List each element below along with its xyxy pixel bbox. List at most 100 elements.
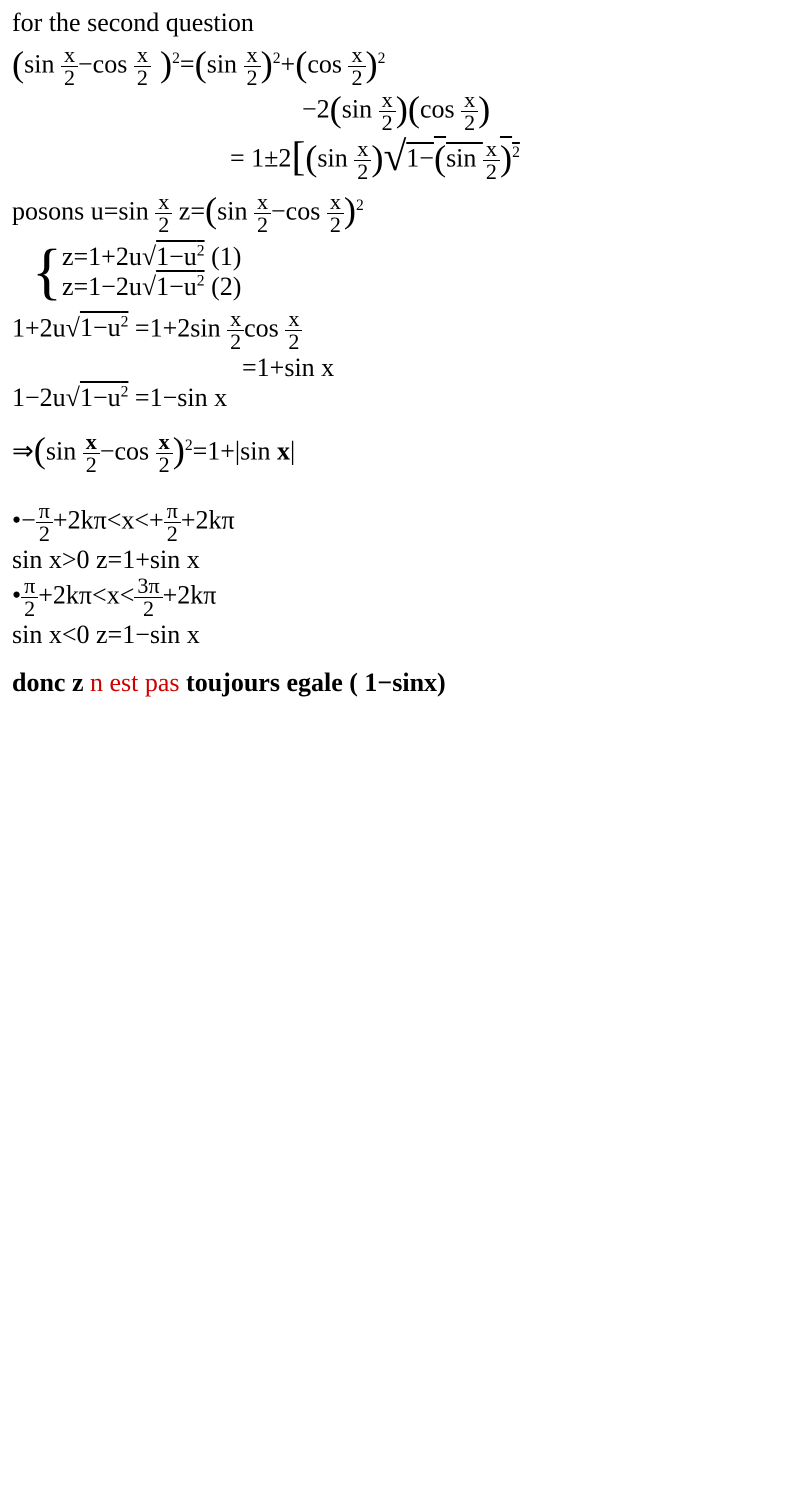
paren: ) xyxy=(396,89,408,129)
num: x xyxy=(254,191,271,214)
t: +2kπ<x< xyxy=(38,581,134,610)
paren: ) xyxy=(478,89,490,129)
den: 2 xyxy=(36,523,53,545)
den: 2 xyxy=(348,67,365,89)
frac-x2: x2 xyxy=(254,191,271,236)
paren: ( xyxy=(34,430,46,470)
num: x xyxy=(379,89,396,112)
sqrt-body: 1−(sin x2)2 xyxy=(406,134,520,183)
rhs: =1−sin x xyxy=(128,383,227,412)
den: 2 xyxy=(461,112,478,134)
sin: sin xyxy=(217,196,254,225)
frac-pi2: π2 xyxy=(164,500,181,545)
line-1psinx: =1+sin x xyxy=(12,353,788,383)
paren: ( xyxy=(434,138,446,178)
brace-content: z=1+2u√1−u2 (1) z=1−2u√1−u2 (2) xyxy=(62,242,241,302)
paren: ) xyxy=(500,138,512,178)
num: x xyxy=(155,191,172,214)
gap xyxy=(12,650,788,668)
bullet-2: •π2+2kπ<x<3π2+2kπ xyxy=(12,575,788,620)
sin: sin xyxy=(342,95,379,124)
num: x xyxy=(244,44,261,67)
conclusion: donc z n est pas toujours egale ( 1−sinx… xyxy=(12,668,788,698)
den: 2 xyxy=(134,598,162,620)
sqrt-sign: √ xyxy=(66,383,80,412)
b: •− xyxy=(12,505,36,534)
eq-3: = 1±2[(sin x2)√1−(sin x2)2 xyxy=(12,134,788,185)
toujours: toujours egale xyxy=(186,668,343,697)
eq-abs: =1+|sin xyxy=(193,436,277,465)
sin: sin xyxy=(207,49,244,78)
den: 2 xyxy=(83,454,100,476)
frac-pi2: π2 xyxy=(21,575,38,620)
num: x xyxy=(227,308,244,331)
den: 2 xyxy=(327,214,344,236)
abs-c: | xyxy=(290,436,295,465)
sqrt-sign: √ xyxy=(142,242,156,271)
eq-1: (sin x2−cos x2 )2=(sin x2)2+(cos x2)2 xyxy=(12,44,788,89)
paren: ) xyxy=(371,138,383,178)
frac-x2: x2 xyxy=(379,89,396,134)
den: 2 xyxy=(156,454,173,476)
frac-x2: x2 xyxy=(483,138,500,183)
p1: (1) xyxy=(205,242,242,271)
paren: ( xyxy=(295,44,307,84)
paren: ) xyxy=(366,44,378,84)
frac-pi2: π2 xyxy=(36,500,53,545)
frac-x2: x2 xyxy=(285,308,302,353)
paren: ) xyxy=(151,44,172,84)
txt: 1−u xyxy=(156,242,197,271)
t: 1+2u xyxy=(12,313,66,342)
frac-x2: x2 xyxy=(354,138,371,183)
num: x xyxy=(354,138,371,161)
donc: donc z xyxy=(12,668,84,697)
brace-line-1: z=1+2u√1−u2 (1) xyxy=(62,242,241,272)
den: 2 xyxy=(285,331,302,353)
num: x xyxy=(461,89,478,112)
bx: x xyxy=(277,436,290,465)
den: 2 xyxy=(134,67,151,89)
frac-x2: x2 xyxy=(461,89,478,134)
sqrt-body: 1−u2 xyxy=(156,272,204,302)
sup2: 2 xyxy=(273,50,281,67)
sinx-gt0: sin x>0 z=1+sin x xyxy=(12,545,788,575)
den: 2 xyxy=(354,161,371,183)
paren: ( xyxy=(205,190,217,230)
sup2: 2 xyxy=(356,197,364,214)
eq: = xyxy=(180,49,195,78)
num: π xyxy=(164,500,181,523)
lbrack: [ xyxy=(291,133,305,179)
sqrt-sign: √ xyxy=(142,272,156,301)
sqrt-body: 1−u2 xyxy=(80,383,128,413)
frac-x2: x2 xyxy=(156,431,173,476)
sqrt-body: 1−u2 xyxy=(80,313,128,343)
brace-system: { z=1+2u√1−u2 (1) z=1−2u√1−u2 (2) xyxy=(12,242,788,302)
paren: ) xyxy=(261,44,273,84)
num: π xyxy=(36,500,53,523)
posons-line: posons u=sin x2 z=(sin x2−cos x2)2 xyxy=(12,191,788,236)
frac-x2: x2 xyxy=(227,308,244,353)
frac-x2: x2 xyxy=(61,44,78,89)
paren: ( xyxy=(195,44,207,84)
p2: (2) xyxy=(205,272,242,301)
sin: sin xyxy=(317,144,354,173)
sinx-lt0: sin x<0 z=1−sin x xyxy=(12,620,788,650)
line-1p2u: 1+2u√1−u2 =1+2sin x2cos x2 xyxy=(12,308,788,353)
sqrt-sign: √ xyxy=(383,133,406,179)
sup2: 2 xyxy=(378,50,386,67)
num: π xyxy=(21,575,38,598)
line-1: for the second question xyxy=(12,8,788,38)
brace: { xyxy=(12,256,62,287)
num: x xyxy=(483,138,500,161)
t: 1−2u xyxy=(12,383,66,412)
sup2: 2 xyxy=(197,272,205,289)
num: x xyxy=(348,44,365,67)
gap xyxy=(12,476,788,494)
paren: ( xyxy=(408,89,420,129)
num: x xyxy=(134,44,151,67)
frac-x2: x2 xyxy=(348,44,365,89)
frac-x2: x2 xyxy=(155,191,172,236)
t: =1+sin x xyxy=(242,353,334,382)
b: • xyxy=(12,581,21,610)
nest: n est pas xyxy=(84,668,187,697)
